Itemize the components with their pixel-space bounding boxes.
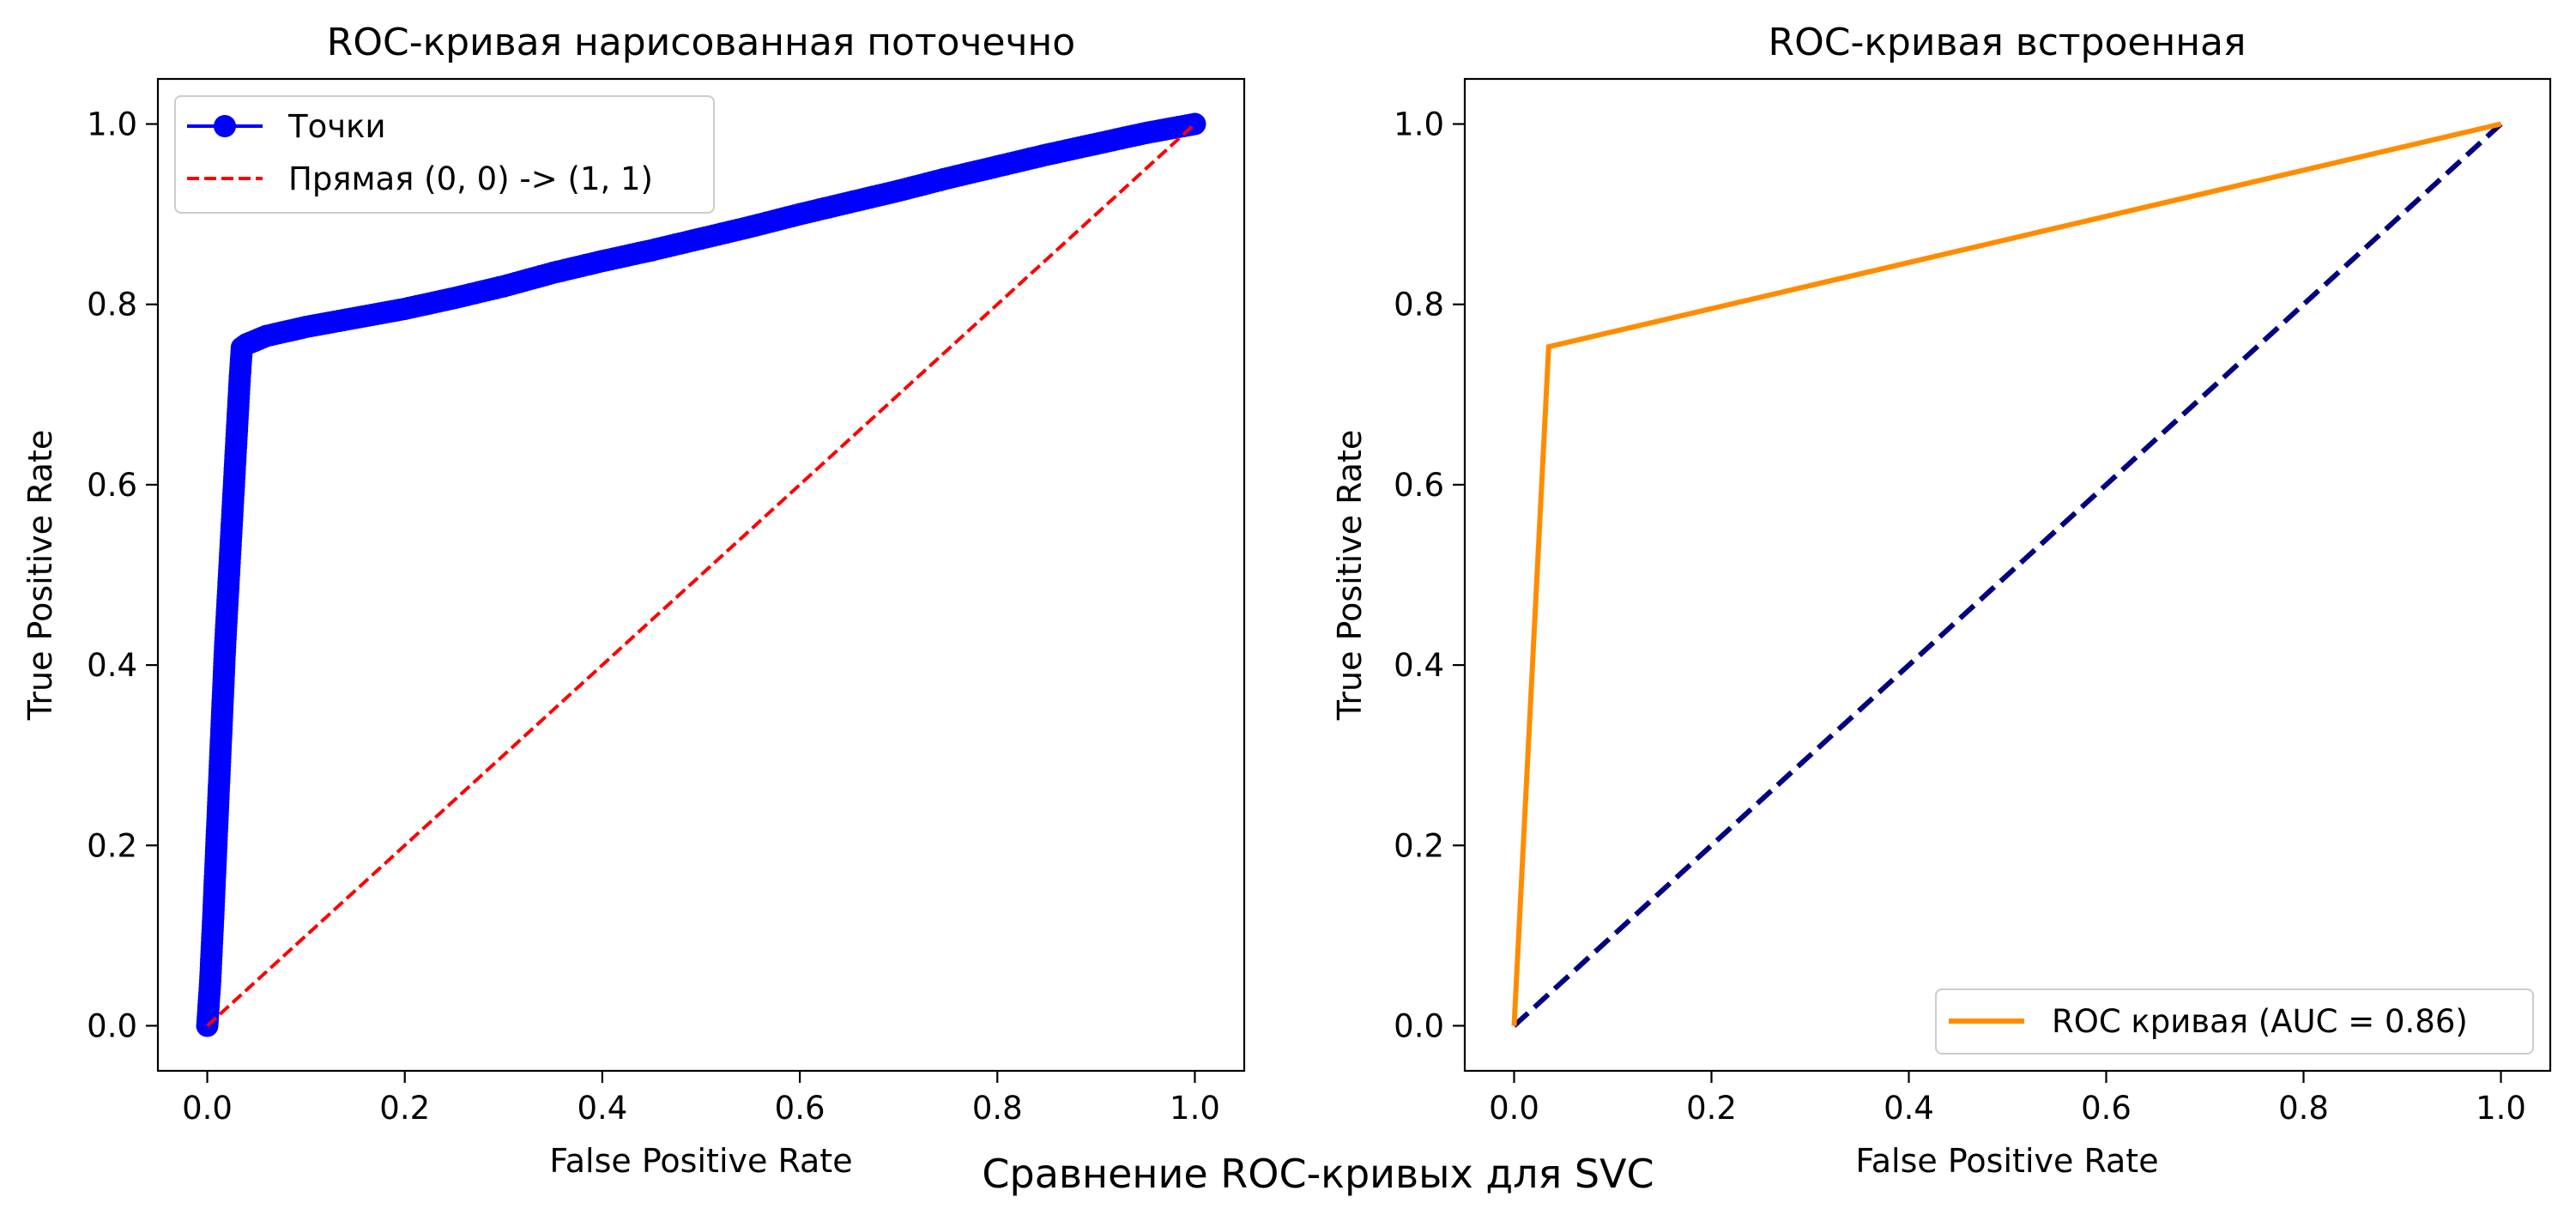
right-chart-title: ROC-кривая встроенная [1769, 21, 2246, 64]
y-tick-label: 1.0 [87, 106, 137, 143]
right-ticks: 0.0 0.2 0.4 0.6 0.8 1.0 0.0 0.2 0.4 0.6 0.8 1.0 [1394, 106, 2526, 1127]
left-chart-title: ROC-кривая нарисованная поточечно [327, 21, 1075, 64]
legend-diagonal-label: Прямая (0, 0) -> (1, 1) [288, 160, 653, 197]
y-tick-label: 0.2 [87, 827, 137, 864]
right-plot-marks [1511, 121, 2503, 1028]
y-tick-label: 0.4 [1394, 647, 1444, 684]
diagonal-reference-line [1512, 122, 2503, 1028]
left-ticks: 0.0 0.2 0.4 0.6 0.8 1.0 0.0 0.2 0.4 0.6 0.8 1.0 [87, 106, 1220, 1127]
y-tick-label: 0.4 [87, 647, 137, 684]
right-legend: ROC кривая (AUC = 0.86) [1935, 988, 2534, 1055]
x-tick-label: 0.6 [2081, 1090, 2132, 1127]
legend-points-marker [214, 115, 236, 137]
left-axes-frame [156, 77, 1246, 1073]
x-tick-label: 0.6 [775, 1090, 825, 1127]
y-tick-label: 0.0 [1394, 1007, 1444, 1044]
right-y-axis-label: True Positive Rate [1331, 430, 1369, 722]
left-legend-box [174, 95, 715, 214]
x-tick-label: 0.8 [972, 1090, 1023, 1127]
y-tick-label: 0.0 [87, 1007, 137, 1044]
y-tick-label: 0.8 [87, 287, 137, 323]
left-x-axis-label: False Positive Rate [549, 1142, 852, 1180]
x-tick-label: 0.8 [2278, 1090, 2329, 1127]
left-y-axis-label: True Positive Rate [21, 430, 59, 722]
y-tick-label: 0.6 [1394, 467, 1444, 504]
left-plot-marks [196, 112, 1206, 1037]
right-legend-box [1935, 988, 2534, 1055]
x-tick-label: 0.4 [577, 1090, 627, 1127]
left-legend: Точки Прямая (0, 0) -> (1, 1) [174, 95, 715, 214]
x-tick-label: 1.0 [1170, 1090, 1220, 1127]
x-tick-label: 0.0 [182, 1090, 233, 1127]
x-tick-label: 0.2 [1686, 1090, 1737, 1127]
right-subplot: ROC-кривая встроенная 0.0 0.2 0.4 0.6 0.8 1.0… [1331, 21, 2552, 1180]
legend-points-label: Точки [287, 108, 386, 145]
x-tick-label: 1.0 [2476, 1090, 2526, 1127]
x-tick-label: 0.4 [1884, 1090, 1934, 1127]
x-tick-label: 0.0 [1489, 1090, 1539, 1127]
right-axes-frame [1463, 77, 2552, 1073]
y-tick-label: 0.2 [1394, 827, 1444, 864]
legend-roc-label: ROC кривая (AUC = 0.86) [2052, 1003, 2468, 1040]
roc-curve-line [1511, 121, 2502, 1026]
y-tick-label: 1.0 [1394, 106, 1444, 143]
x-tick-label: 0.2 [379, 1090, 430, 1127]
figure-suptitle: Сравнение ROC-кривых для SVC [982, 1151, 1654, 1197]
left-subplot: ROC-кривая нарисованная поточечно 0.0 0.2… [21, 21, 1246, 1180]
right-x-axis-label: False Positive Rate [1855, 1142, 2158, 1180]
y-tick-label: 0.6 [87, 467, 137, 504]
y-tick-label: 0.8 [1394, 287, 1444, 323]
